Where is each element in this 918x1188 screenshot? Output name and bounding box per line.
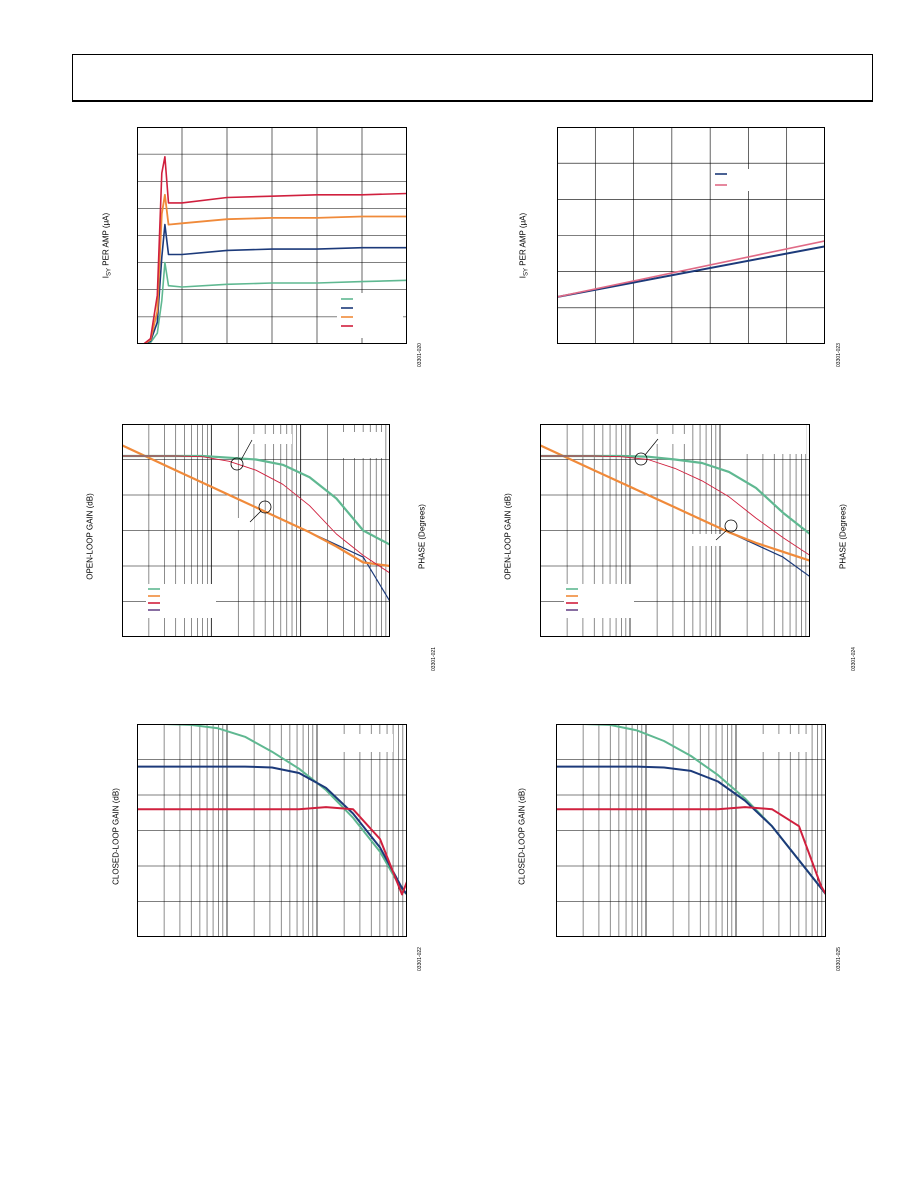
annotation-box <box>722 424 806 454</box>
annotation-box <box>650 434 692 444</box>
y2-axis-label-phase-right: PHASE (Degrees) <box>838 504 848 569</box>
series-line-orange <box>122 444 390 568</box>
figure-id-024: 03301-024 <box>851 647 857 671</box>
annotation-box <box>334 432 384 458</box>
figure-id-023: 03301-023 <box>836 343 842 367</box>
annotation-box <box>752 734 810 752</box>
figure-id-020: 03301-020 <box>417 343 423 367</box>
closed-loop-gain-plot-left <box>137 724 407 937</box>
series-line-green <box>137 261 407 344</box>
annotation-box <box>713 169 775 191</box>
supply-current-vs-time-plot <box>137 127 407 344</box>
annotation-box <box>688 534 728 546</box>
plot-frame <box>122 424 390 637</box>
y-axis-label-clg-left: CLOSED-LOOP GAIN (dB) <box>111 788 121 885</box>
y-axis-label-clg-right: CLOSED-LOOP GAIN (dB) <box>517 788 527 885</box>
callout-leader <box>249 510 262 523</box>
callout-circle <box>724 519 738 533</box>
series-line-navy <box>137 223 407 344</box>
callout-leader <box>715 529 728 541</box>
annotation-box <box>252 434 292 444</box>
y-axis-label-isy-time: ISY PER AMP (μA) <box>101 212 113 279</box>
series-line-orange <box>540 444 810 562</box>
series-line-navy <box>557 245 825 298</box>
open-loop-gain-phase-plot-left <box>122 424 390 637</box>
series-line-orange <box>137 193 407 344</box>
series-line-navy <box>137 765 407 896</box>
series-line-green <box>122 454 390 546</box>
figure-id-022: 03301-022 <box>417 947 423 971</box>
series-line-red <box>137 806 407 896</box>
plot-frame <box>540 424 810 637</box>
plot-frame <box>557 127 825 344</box>
callout-circle <box>258 500 272 514</box>
plot-frame <box>556 724 826 937</box>
y-axis-label-olg-left: OPEN-LOOP GAIN (dB) <box>85 493 95 580</box>
callout-circle <box>634 452 648 466</box>
figure-id-021: 03301-021 <box>431 647 437 671</box>
series-line-red <box>122 455 390 574</box>
series-line-navy <box>122 444 390 603</box>
annotation-box <box>337 293 403 338</box>
series-line-red <box>540 455 810 556</box>
series-line-red <box>137 155 407 344</box>
y-axis-label-olg-right: OPEN-LOOP GAIN (dB) <box>503 493 513 580</box>
annotation-box <box>218 518 254 530</box>
open-loop-gain-phase-plot-right <box>540 424 810 637</box>
page-header-box <box>72 54 873 102</box>
y2-axis-label-phase-left: PHASE (Degrees) <box>417 504 427 569</box>
closed-loop-gain-plot-right <box>556 724 826 937</box>
series-line-navy <box>556 765 826 896</box>
plot-frame <box>137 127 407 344</box>
y-axis-label-isy-vs: ISY PER AMP (μA) <box>518 212 530 279</box>
callout-leader <box>240 439 253 461</box>
plot-frame <box>137 724 407 937</box>
series-line-red <box>556 806 826 896</box>
series-line-pink <box>557 240 825 298</box>
callout-circle <box>230 457 244 471</box>
supply-current-vs-supply-voltage-plot <box>557 127 825 344</box>
callout-leader <box>644 438 659 456</box>
annotation-box <box>333 734 393 752</box>
figure-id-025: 03301-025 <box>836 947 842 971</box>
